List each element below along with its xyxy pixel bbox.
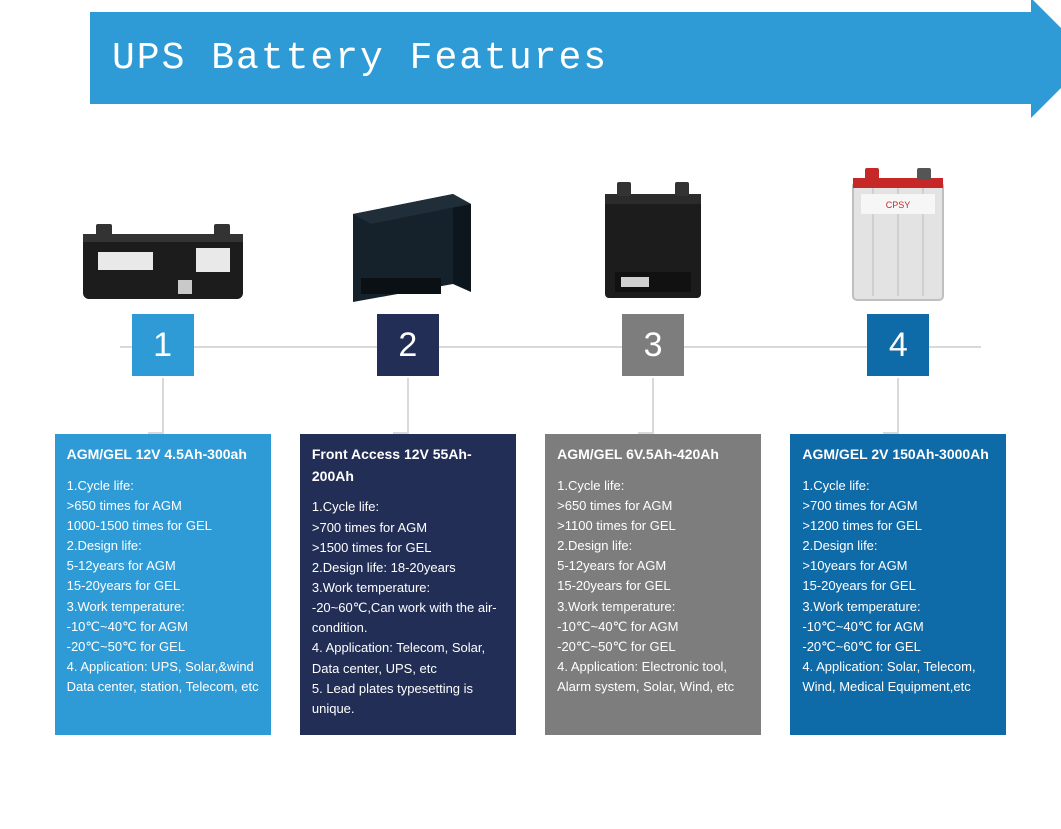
- card-3: AGM/GEL 6V.5Ah-420Ah 1.Cycle life: >650 …: [545, 434, 761, 735]
- card-3-body: 1.Cycle life: >650 times for AGM >1100 t…: [557, 476, 749, 698]
- battery-2-icon: [343, 184, 473, 304]
- badge-3: 3: [622, 314, 684, 376]
- card-2: Front Access 12V 55Ah-200Ah 1.Cycle life…: [300, 434, 516, 735]
- battery-4-icon: CPSY: [843, 164, 953, 304]
- card-2-body: 1.Cycle life: >700 times for AGM >1500 t…: [312, 497, 504, 719]
- v-connectors: [40, 378, 1021, 434]
- card-3-title: AGM/GEL 6V.5Ah-420Ah: [557, 444, 749, 466]
- product-2: [308, 184, 508, 304]
- h-connector-line: [120, 346, 981, 348]
- badge-2: 2: [377, 314, 439, 376]
- svg-text:CPSY: CPSY: [886, 200, 911, 210]
- product-4: CPSY: [798, 164, 998, 304]
- badge-4: 4: [867, 314, 929, 376]
- products-row: CPSY: [40, 144, 1021, 304]
- card-1-body: 1.Cycle life: >650 times for AGM 1000-15…: [67, 476, 259, 698]
- card-2-title: Front Access 12V 55Ah-200Ah: [312, 444, 504, 487]
- v-line-1: [162, 378, 164, 434]
- numbers-row: 1 2 3 4: [40, 314, 1021, 378]
- card-4: AGM/GEL 2V 150Ah-3000Ah 1.Cycle life: >7…: [790, 434, 1006, 735]
- v-line-4: [897, 378, 899, 434]
- card-1: AGM/GEL 12V 4.5Ah-300ah 1.Cycle life: >6…: [55, 434, 271, 735]
- page-title: UPS Battery Features: [112, 37, 608, 80]
- battery-3-icon: [593, 174, 713, 304]
- v-line-3: [652, 378, 654, 434]
- product-1: [63, 214, 263, 304]
- card-4-title: AGM/GEL 2V 150Ah-3000Ah: [802, 444, 994, 466]
- title-banner: UPS Battery Features: [90, 12, 1031, 104]
- cards-row: AGM/GEL 12V 4.5Ah-300ah 1.Cycle life: >6…: [40, 434, 1021, 735]
- v-line-2: [407, 378, 409, 434]
- battery-1-icon: [78, 214, 248, 304]
- product-3: [553, 174, 753, 304]
- card-1-title: AGM/GEL 12V 4.5Ah-300ah: [67, 444, 259, 466]
- badge-1: 1: [132, 314, 194, 376]
- card-4-body: 1.Cycle life: >700 times for AGM >1200 t…: [802, 476, 994, 698]
